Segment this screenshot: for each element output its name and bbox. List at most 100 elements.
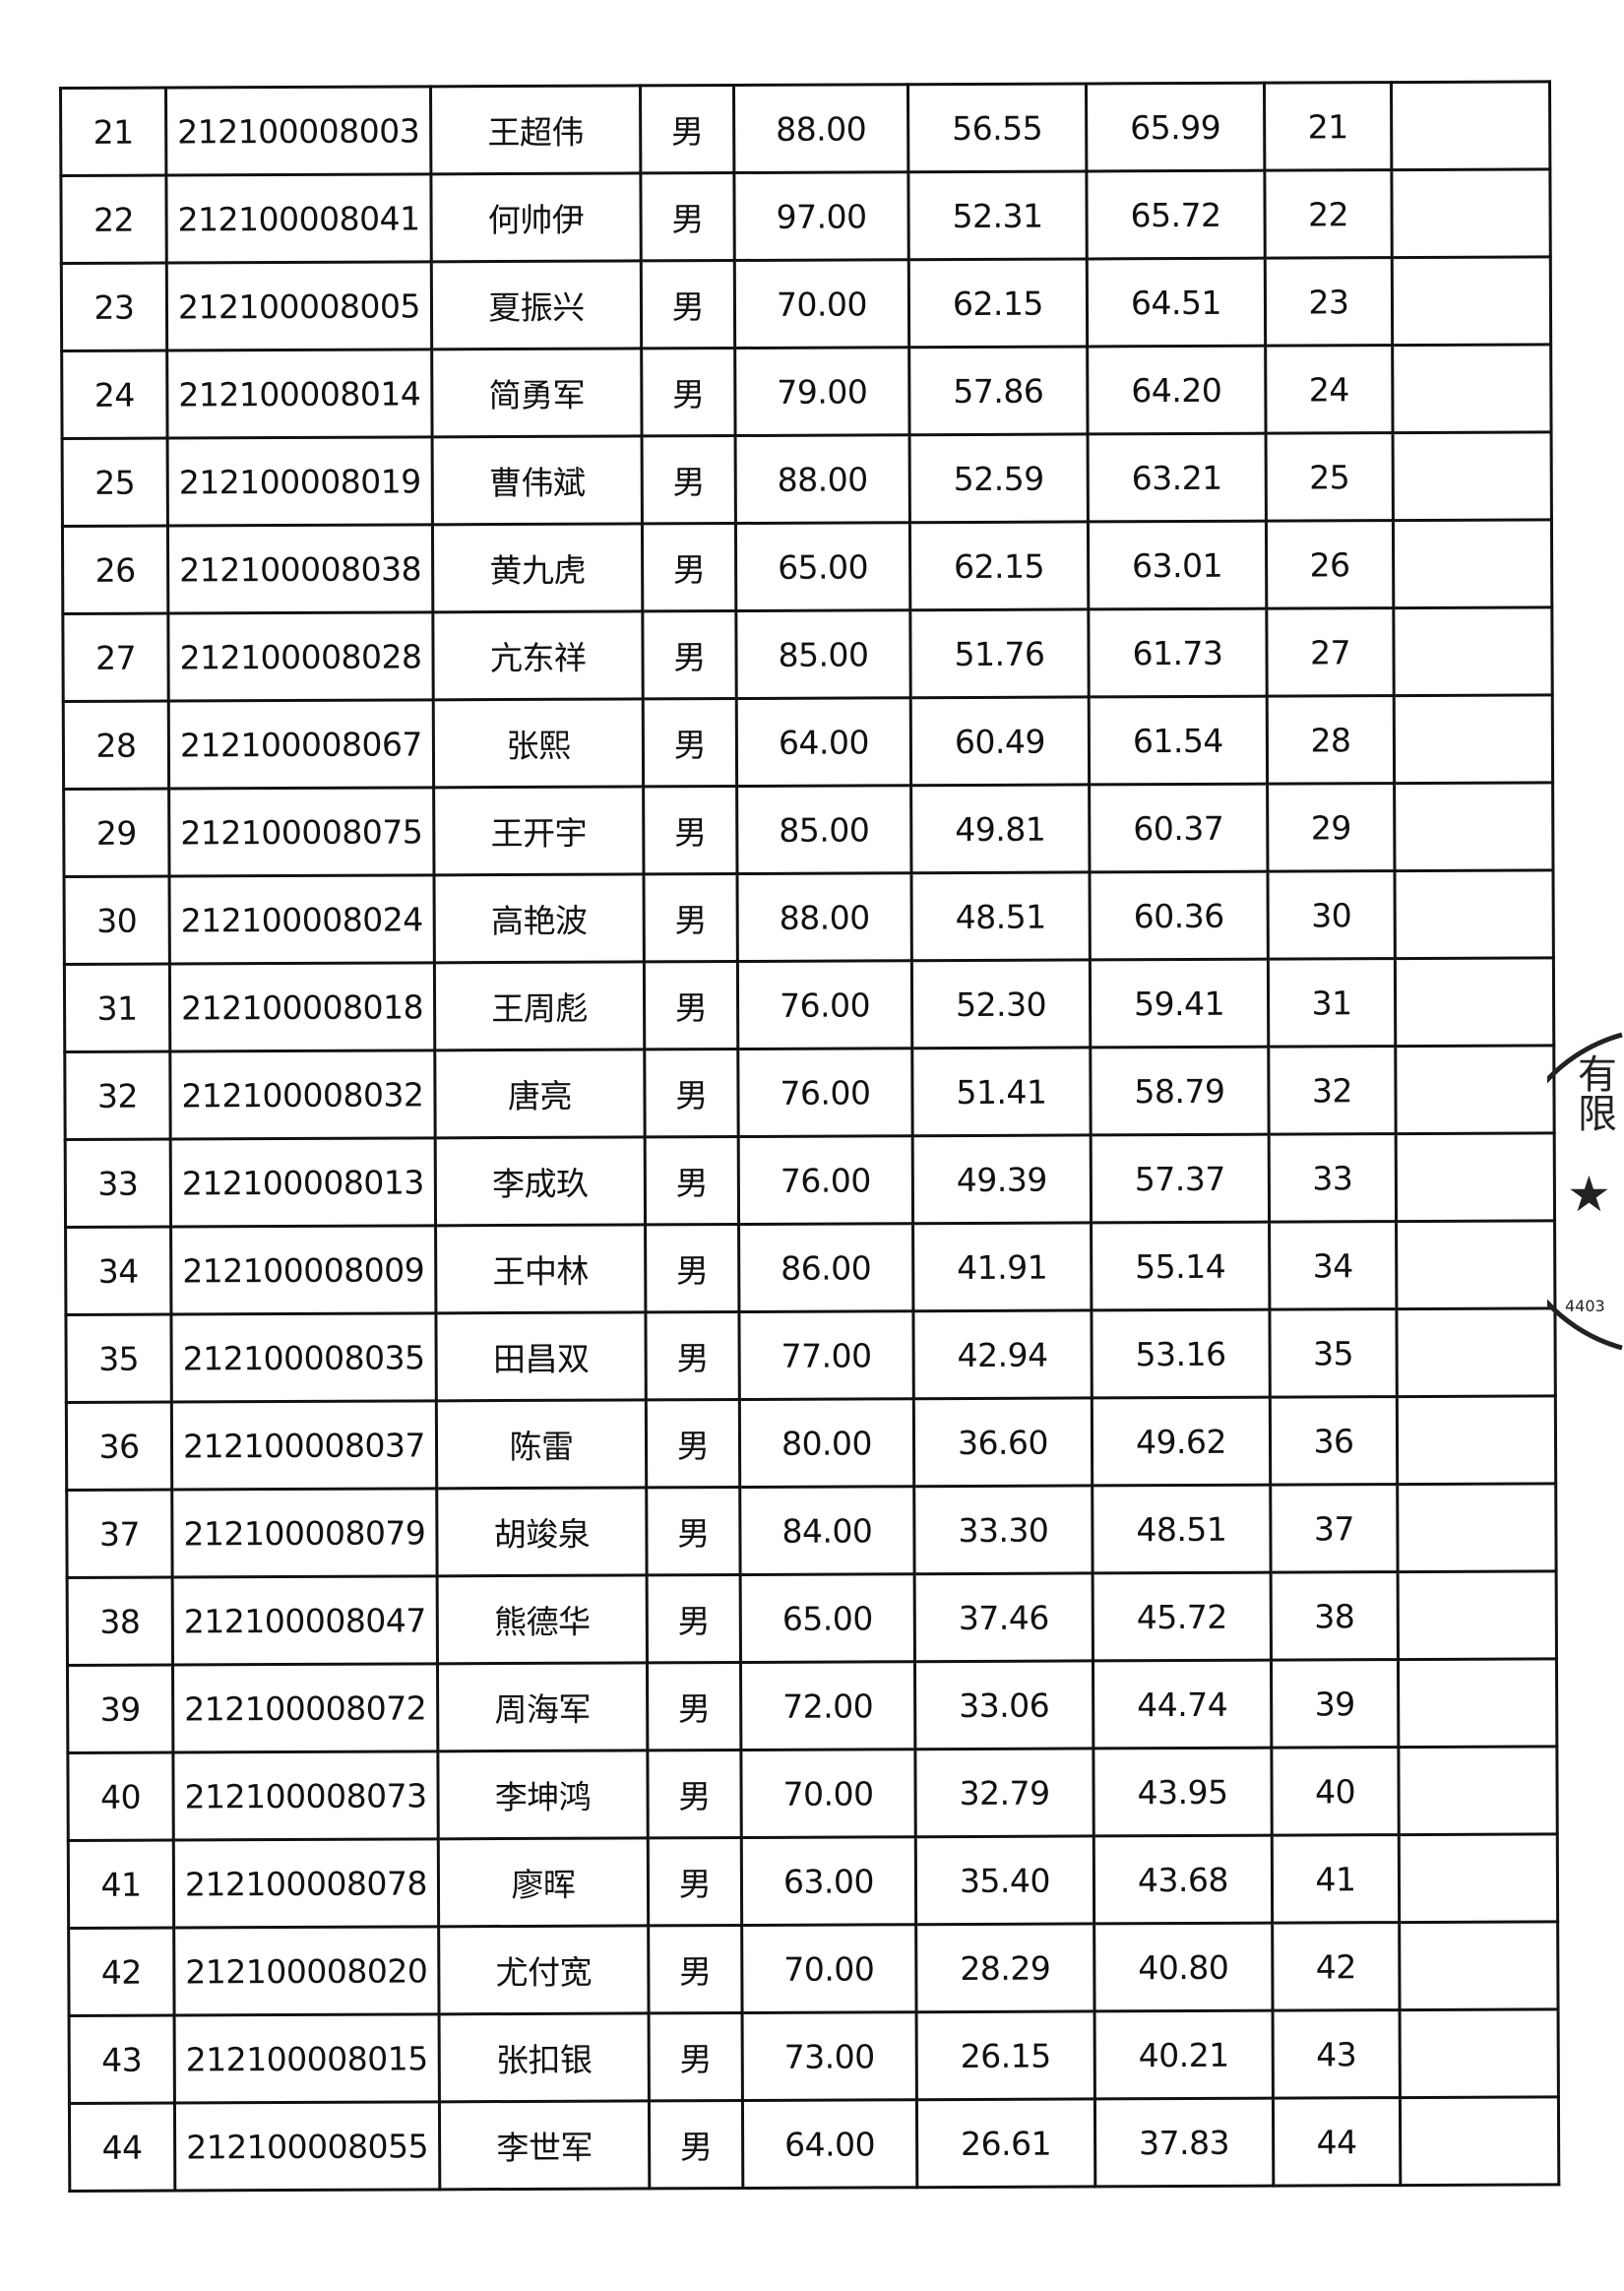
remark-cell [1397,1395,1556,1485]
rank-cell: 29 [1267,783,1395,872]
table-row: 29 212100008075 王开宇男 85.00 49.81 60.37 29 [63,782,1553,877]
score-a-cell: 85.00 [735,609,911,699]
table-row: 44 212100008055 李世军男 64.00 26.61 37.83 44 [69,2096,1559,2192]
exam-number-cell: 212100008005 [166,261,432,351]
table-row: 23 212100008005 夏振兴男 70.00 62.15 64.51 23 [61,256,1551,351]
total-score-cell: 65.99 [1086,83,1265,171]
remark-cell [1393,606,1553,696]
total-score-cell: 53.16 [1091,1309,1271,1398]
total-score-cell: 57.37 [1091,1134,1270,1223]
gender-cell: 男 [641,348,736,436]
score-a-cell: 88.00 [735,434,910,524]
score-a-cell: 97.00 [733,171,909,261]
table-row: 40 212100008073 李坤鸿男 70.00 32.79 43.95 40 [67,1746,1558,1841]
gender-cell: 男 [643,786,737,874]
exam-number-cell: 212100008075 [168,787,434,877]
score-a-cell: 77.00 [738,1310,914,1400]
total-score-cell: 65.72 [1086,170,1266,259]
table-row: 33 212100008013 李成玖男 76.00 49.39 57.37 33 [65,1132,1555,1228]
remark-cell [1394,694,1553,784]
rank-cell: 33 [1269,1133,1397,1223]
remark-cell [1399,1921,1559,2010]
rank-cell: 21 [1264,82,1392,171]
rank-seq-cell: 25 [62,438,168,527]
score-a-cell: 76.00 [738,1135,913,1225]
remark-cell [1393,431,1552,521]
rank-seq-cell: 36 [66,1402,172,1491]
remark-cell [1393,519,1552,608]
remark-cell [1392,344,1552,433]
total-score-cell: 63.21 [1088,433,1267,522]
score-a-cell: 86.00 [738,1223,913,1312]
rank-cell: 22 [1264,169,1393,259]
remark-cell [1394,782,1553,871]
star-icon: ★ [1567,1166,1611,1223]
exam-number-cell: 212100008014 [166,349,433,439]
exam-number-cell: 212100008079 [171,1488,438,1578]
gender-cell: 男 [640,85,734,173]
total-score-cell: 59.41 [1090,959,1269,1048]
rank-cell: 23 [1265,257,1393,347]
exam-number-cell: 212100008073 [172,1750,439,1841]
total-score-cell: 58.79 [1090,1047,1270,1135]
score-a-cell: 76.00 [737,1048,913,1137]
score-a-cell: 76.00 [737,960,912,1050]
seal-number: 4403 [1565,1297,1605,1315]
table-row: 43 212100008015 张扣银男 73.00 26.15 40.21 43 [69,2008,1559,2104]
name-cell: 李世军 [439,2100,650,2190]
table-row: 39 212100008072 周海军男 72.00 33.06 44.74 39 [67,1658,1557,1753]
name-cell: 何帅伊 [430,172,642,262]
rank-seq-cell: 42 [68,1928,175,2016]
gender-cell: 男 [643,698,737,787]
gender-cell: 男 [642,610,737,699]
rank-seq-cell: 37 [66,1490,173,1578]
table-row: 22 212100008041 何帅伊男 97.00 52.31 65.72 22 [60,168,1551,264]
total-score-cell: 49.62 [1092,1397,1271,1486]
rank-cell: 44 [1273,2097,1401,2187]
total-score-cell: 44.74 [1093,1660,1272,1749]
exam-number-cell: 212100008009 [170,1225,436,1315]
rank-seq-cell: 40 [67,1752,174,1841]
score-b-cell: 48.51 [910,871,1091,961]
gender-cell: 男 [642,435,736,524]
remark-cell [1396,1307,1556,1397]
rank-seq-cell: 38 [67,1577,173,1666]
rank-seq-cell: 26 [62,526,168,614]
name-cell: 熊德华 [437,1574,648,1664]
rank-seq-cell: 39 [67,1665,173,1753]
score-a-cell: 85.00 [736,785,911,874]
score-a-cell: 84.00 [739,1486,915,1575]
exam-number-cell: 212100008018 [169,962,435,1052]
name-cell: 曹伟斌 [432,435,643,525]
gender-cell: 男 [646,1399,740,1488]
score-a-cell: 65.00 [740,1573,915,1663]
score-b-cell: 62.15 [909,521,1089,610]
gender-cell: 男 [647,1750,742,1838]
name-cell: 黄九虎 [432,523,643,612]
name-cell: 简勇军 [431,348,643,437]
rank-cell: 39 [1271,1659,1399,1749]
table-row: 21 212100008003 王超伟男 88.00 56.55 65.99 21 [60,81,1550,176]
rank-cell: 43 [1273,2009,1401,2099]
score-b-cell: 57.86 [908,346,1089,435]
score-a-cell: 80.00 [739,1398,914,1488]
name-cell: 尤付宽 [438,1925,650,2014]
name-cell: 李坤鸿 [437,1750,649,1839]
remark-cell [1395,957,1554,1047]
score-b-cell: 51.41 [911,1047,1092,1136]
score-a-cell: 72.00 [740,1661,915,1750]
rank-seq-cell: 29 [63,789,170,877]
name-cell: 亢东祥 [432,610,644,700]
total-score-cell: 63.01 [1088,521,1267,609]
rank-cell: 25 [1266,432,1394,522]
rank-seq-cell: 27 [62,613,169,702]
gender-cell: 男 [645,1136,739,1225]
rank-cell: 34 [1269,1221,1397,1310]
table-row: 38 212100008047 熊德华男 65.00 37.46 45.72 38 [67,1570,1557,1666]
name-cell: 田昌双 [435,1311,647,1401]
total-score-cell: 64.51 [1087,258,1266,347]
table-row: 41 212100008078 廖晖男 63.00 35.40 43.68 41 [68,1833,1558,1929]
rank-cell: 31 [1268,958,1396,1048]
remark-cell [1394,869,1554,959]
rank-cell: 24 [1265,345,1394,434]
